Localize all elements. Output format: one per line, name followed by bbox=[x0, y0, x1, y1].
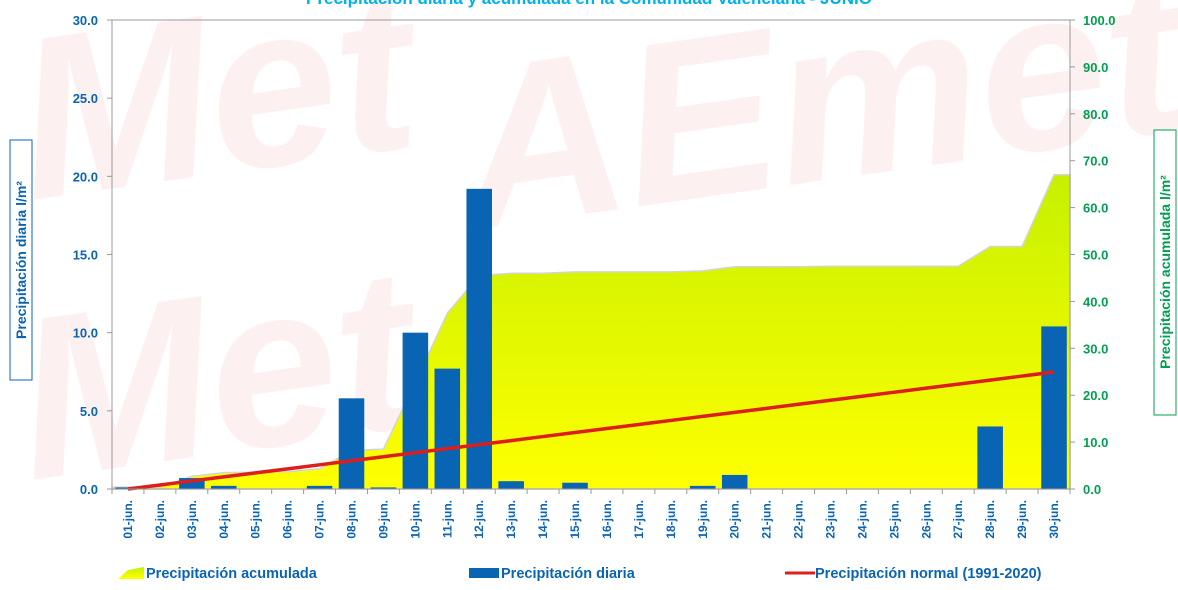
right-axis-title-box: Precipitación acumulada l/m² bbox=[1153, 129, 1177, 416]
x-tick-label: 03-jun. bbox=[185, 500, 199, 539]
x-tick-label: 05-jun. bbox=[249, 500, 263, 539]
x-tick-label: 27-jun. bbox=[951, 500, 965, 539]
legend-label-acumulada: Precipitación acumulada bbox=[146, 566, 318, 582]
bar-28-jun bbox=[977, 426, 1003, 489]
x-tick-label: 04-jun. bbox=[217, 500, 231, 539]
bar-20-jun bbox=[721, 474, 748, 489]
left-tick-label: 30.0 bbox=[73, 13, 98, 28]
daily-bars bbox=[115, 188, 1067, 489]
right-tick-label: 20.0 bbox=[1083, 388, 1108, 403]
left-tick-label: 15.0 bbox=[73, 248, 98, 263]
x-tick-label: 15-jun. bbox=[568, 500, 582, 539]
x-tick-label: 19-jun. bbox=[696, 500, 710, 539]
x-tick-label: 07-jun. bbox=[313, 500, 327, 539]
x-tick-label: 17-jun. bbox=[632, 500, 646, 539]
x-tick-label: 21-jun. bbox=[760, 500, 774, 539]
right-axis-title: Precipitación acumulada l/m² bbox=[1157, 175, 1173, 369]
legend-item-normal: Precipitación normal (1991-2020) bbox=[785, 566, 1042, 582]
x-tick-label: 13-jun. bbox=[504, 500, 518, 539]
x-tick-label: 09-jun. bbox=[376, 500, 390, 539]
x-tick-label: 02-jun. bbox=[153, 500, 167, 539]
x-tick-label: 10-jun. bbox=[408, 500, 422, 539]
left-axis-title-box: Precipitación diaria l/m² bbox=[9, 139, 33, 381]
x-tick-label: 11-jun. bbox=[440, 500, 454, 538]
legend-item-acumulada: Precipitación acumulada bbox=[118, 566, 318, 582]
x-tick-label: 01-jun. bbox=[121, 500, 135, 539]
x-tick-label: 22-jun. bbox=[792, 500, 806, 539]
legend-label-normal: Precipitación normal (1991-2020) bbox=[815, 566, 1042, 582]
right-tick-label: 30.0 bbox=[1083, 341, 1108, 356]
x-tick-label: 16-jun. bbox=[600, 500, 614, 539]
right-tick-label: 50.0 bbox=[1083, 248, 1108, 263]
x-tick-label: 30-jun. bbox=[1047, 500, 1061, 539]
bar-30-jun bbox=[1041, 326, 1067, 489]
left-tick-label: 0.0 bbox=[80, 482, 98, 497]
x-tick-label: 06-jun. bbox=[281, 500, 295, 539]
bar-15-jun bbox=[562, 482, 588, 489]
left-tick-label: 5.0 bbox=[80, 404, 98, 419]
right-axis-ticks: 0.0 10.0 20.0 30.0 40.0 50.0 60.0 70.0 80.0 90.0 1… bbox=[1070, 13, 1116, 497]
right-tick-label: 80.0 bbox=[1083, 107, 1108, 122]
left-axis-ticks: 0.0 5.0 10.0 15.0 20.0 25.0 30.0 bbox=[73, 13, 112, 497]
right-tick-label: 40.0 bbox=[1083, 294, 1108, 309]
x-tick-label: 24-jun. bbox=[855, 500, 869, 539]
legend-swatch-diaria bbox=[469, 568, 499, 578]
bar-09-jun bbox=[370, 487, 397, 489]
bar-10-jun bbox=[402, 332, 429, 489]
left-tick-label: 25.0 bbox=[73, 91, 98, 106]
svg-text:Met: Met bbox=[1, 0, 437, 249]
bar-19-jun bbox=[689, 485, 716, 489]
chart-title: Precipitación diaria y acumulada en la C… bbox=[306, 0, 872, 8]
left-axis-title: Precipitación diaria l/m² bbox=[13, 181, 29, 339]
left-tick-label: 10.0 bbox=[73, 326, 98, 341]
bar-04-jun bbox=[210, 485, 237, 489]
legend-item-diaria: Precipitación diaria bbox=[469, 566, 636, 582]
right-tick-label: 90.0 bbox=[1083, 60, 1108, 75]
legend: Precipitación acumulada Precipitación di… bbox=[118, 566, 1042, 582]
right-tick-label: 100.0 bbox=[1083, 13, 1116, 28]
x-tick-label: 12-jun. bbox=[472, 500, 486, 539]
legend-label-diaria: Precipitación diaria bbox=[501, 566, 636, 582]
x-tick-label: 29-jun. bbox=[1015, 500, 1029, 539]
right-tick-label: 0.0 bbox=[1083, 482, 1101, 497]
right-tick-label: 70.0 bbox=[1083, 154, 1108, 169]
x-tick-label: 18-jun. bbox=[664, 500, 678, 539]
bar-07-jun bbox=[306, 485, 333, 489]
x-tick-label: 28-jun. bbox=[983, 500, 997, 539]
watermark: Met AEmet Met bbox=[1, 0, 1178, 529]
x-tick-label: 26-jun. bbox=[919, 500, 933, 539]
bar-08-jun bbox=[338, 398, 365, 489]
x-tick-label: 14-jun. bbox=[536, 500, 550, 539]
x-tick-label: 20-jun. bbox=[728, 500, 742, 539]
x-tick-label: 08-jun. bbox=[345, 500, 359, 539]
x-axis-ticks: 01-jun. 02-jun. 03-jun. 04-jun. 05-jun. 06-ju… bbox=[111, 489, 1071, 539]
right-tick-label: 60.0 bbox=[1083, 201, 1108, 216]
bar-12-jun bbox=[466, 188, 493, 489]
right-tick-label: 10.0 bbox=[1083, 435, 1108, 450]
bar-11-jun bbox=[434, 368, 461, 489]
normal-line bbox=[127, 370, 1055, 491]
x-tick-label: 25-jun. bbox=[887, 500, 901, 539]
legend-swatch-acumulada bbox=[118, 567, 144, 579]
x-tick-label: 23-jun. bbox=[824, 500, 838, 539]
accumulated-area bbox=[111, 174, 1071, 490]
left-tick-label: 20.0 bbox=[73, 169, 98, 184]
bar-03-jun bbox=[179, 478, 205, 489]
bar-13-jun bbox=[498, 481, 524, 489]
